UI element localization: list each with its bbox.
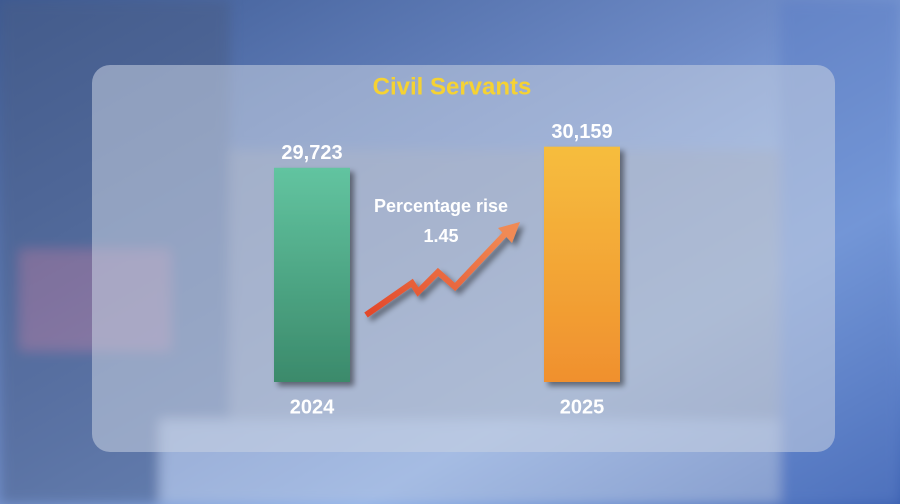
x-tick-label: 2025 bbox=[560, 396, 605, 418]
bar bbox=[274, 167, 350, 382]
panel bbox=[92, 65, 835, 452]
annotation: Percentage rise bbox=[374, 196, 508, 216]
chart-title: Civil Servants bbox=[373, 73, 532, 100]
rise-arrow bbox=[364, 222, 520, 318]
value-label: 30,159 bbox=[551, 121, 612, 143]
bar bbox=[544, 146, 620, 382]
percentage-rise: 1.45 bbox=[423, 226, 458, 246]
x-tick-label: 2024 bbox=[290, 396, 335, 418]
value-label: 29,723 bbox=[281, 142, 342, 164]
